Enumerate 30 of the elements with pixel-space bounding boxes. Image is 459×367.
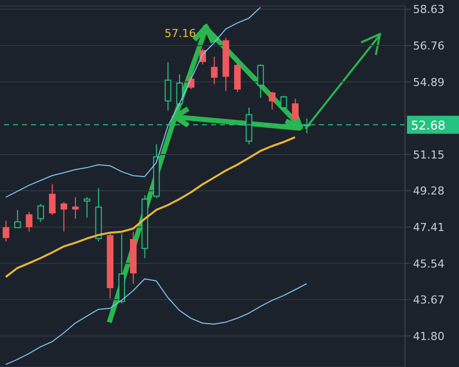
annotation: 57.16 [164,27,196,40]
y-tick-label: 56.76 [413,40,444,52]
ref-line-label: 52.68 [411,118,446,132]
line-series [5,278,308,365]
candlestick [234,62,241,92]
candlestick [26,211,32,232]
candlestick [257,64,264,98]
y-tick-label: 49.28 [413,184,444,198]
y-tick-label: 43.67 [413,294,444,307]
y-tick-label: 51.15 [413,148,444,162]
candlestick [210,56,218,85]
candlestick [14,209,21,228]
line-series [4,136,296,278]
candlestick [268,91,276,110]
candlestick [176,74,183,106]
candlestick [60,202,68,232]
y-tick-label: 47.41 [413,220,444,234]
y-tick-label: 45.54 [413,257,444,270]
candlestick [2,220,10,242]
candlestick [84,196,90,218]
line-series [5,6,261,198]
y-tick-label: 58.63 [413,3,444,16]
candlestick [164,62,172,112]
candlestick [37,203,44,222]
candlestick [48,184,56,216]
y-tick-label: 41.80 [413,330,444,343]
candlestick [280,95,288,110]
candlestick [72,196,79,220]
y-tick-label: 54.89 [413,76,444,89]
candlestick [292,98,299,122]
